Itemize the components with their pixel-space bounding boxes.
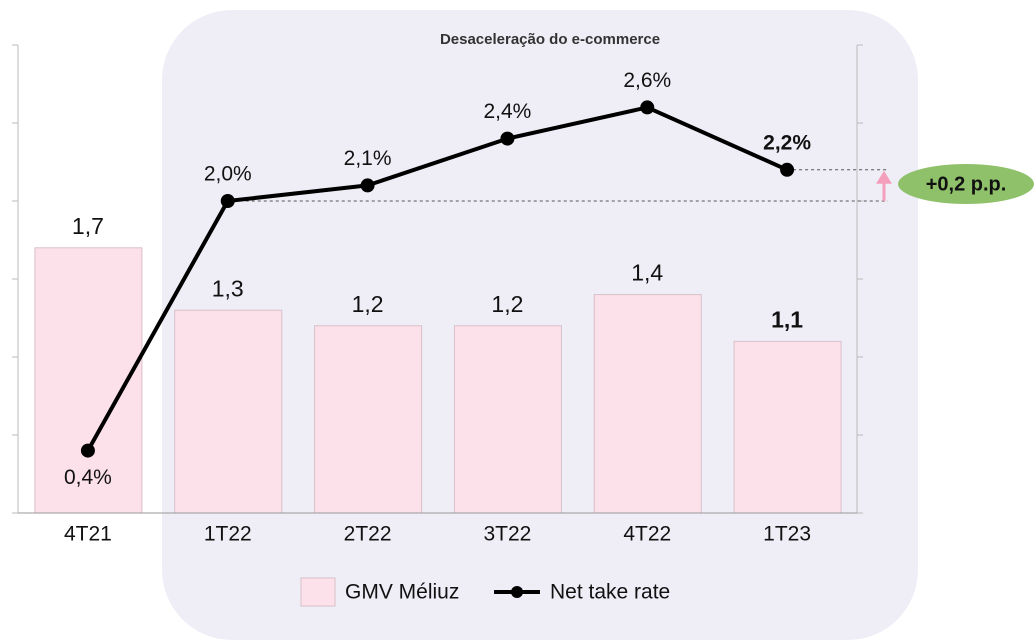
- bar: [593, 294, 702, 514]
- line-label: 0,4%: [64, 466, 112, 489]
- bar-label: 1,7: [72, 213, 104, 239]
- legend-marker: [511, 586, 523, 598]
- legend-label: GMV Méliuz: [345, 581, 459, 604]
- bar: [314, 325, 423, 514]
- x-tick-label: 4T21: [64, 523, 112, 546]
- bar-label: 1,2: [352, 291, 384, 317]
- bar: [174, 309, 283, 514]
- bar-label: 1,1: [771, 306, 803, 332]
- x-tick-label: 1T22: [204, 523, 252, 546]
- x-tick-label: 1T23: [763, 523, 811, 546]
- line-label: 2,6%: [623, 69, 671, 92]
- annotation: +0,2 p.p.: [926, 173, 1007, 195]
- x-tick-label: 2T22: [344, 523, 392, 546]
- line-point: [500, 131, 515, 146]
- legend-label: Net take rate: [550, 581, 670, 604]
- line-point: [80, 443, 95, 458]
- chart-title: Desaceleração do e-commerce: [440, 31, 660, 48]
- line-label: 2,2%: [763, 131, 811, 154]
- line-label: 2,1%: [344, 147, 392, 170]
- line-point: [780, 162, 795, 177]
- line-label: 2,0%: [204, 163, 252, 186]
- line-point: [220, 194, 235, 208]
- bar-label: 1,3: [212, 275, 244, 301]
- bar-label: 1,4: [631, 260, 663, 286]
- legend-swatch: [300, 577, 336, 607]
- bar-label: 1,2: [491, 291, 523, 317]
- x-tick-label: 3T22: [483, 523, 531, 546]
- line-label: 2,4%: [483, 100, 531, 123]
- x-tick-label: 4T22: [623, 523, 671, 546]
- line: [86, 105, 788, 452]
- line-point: [640, 100, 655, 115]
- arrow-head: [876, 170, 892, 184]
- bar: [733, 340, 842, 514]
- bar: [453, 325, 562, 514]
- line-point: [360, 178, 375, 193]
- annotation-badge: [898, 164, 1034, 204]
